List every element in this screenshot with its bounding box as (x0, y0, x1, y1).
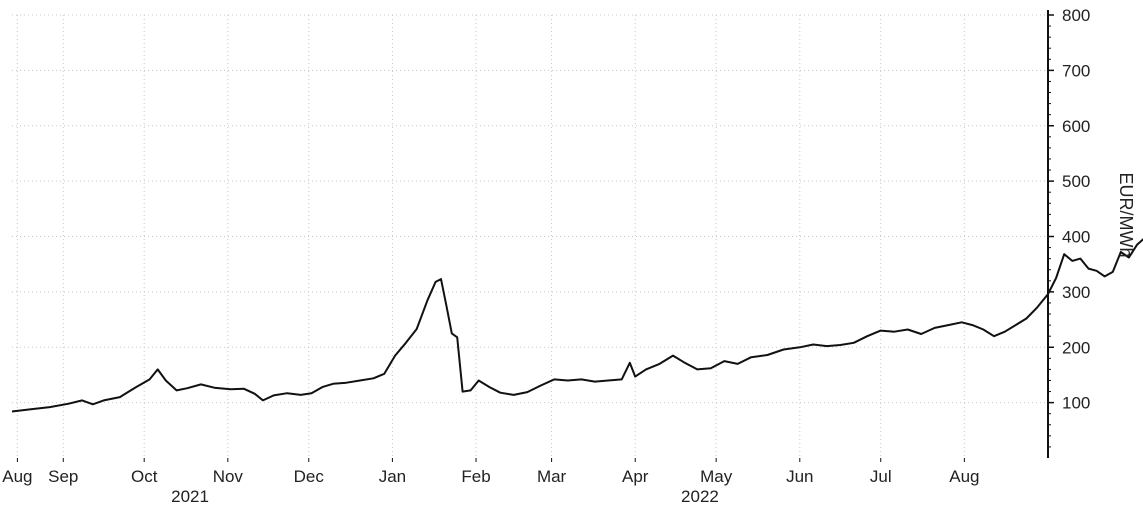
price-series-line (11, 238, 1143, 413)
x-tick-label: Jun (786, 467, 813, 486)
y-tick-label: 100 (1062, 394, 1090, 413)
y-tick-label: 600 (1062, 117, 1090, 136)
y-tick-label: 300 (1062, 283, 1090, 302)
x-tick-label: Feb (461, 467, 490, 486)
x-tick-label: Oct (131, 467, 158, 486)
x-tick-label: Apr (622, 467, 649, 486)
y-axis-title: EUR/MWh (1116, 173, 1136, 258)
x-tick-label: Jan (379, 467, 406, 486)
grid (12, 14, 1048, 458)
year-label: 2022 (681, 487, 719, 506)
y-tick-label: 400 (1062, 228, 1090, 247)
year-label: 2021 (171, 487, 209, 506)
x-tick-label: Mar (537, 467, 567, 486)
x-tick-label: Jul (870, 467, 892, 486)
x-tick-label: Nov (213, 467, 244, 486)
x-tick-label: Aug (2, 467, 32, 486)
x-axis-ticks: Aug Sep Oct Nov Dec Jan Feb Mar Apr May Jun Jul Aug 2… (2, 458, 979, 506)
x-tick-label: Aug (949, 467, 979, 486)
x-tick-label: Dec (294, 467, 325, 486)
x-tick-label: May (700, 467, 733, 486)
y-tick-label: 800 (1062, 6, 1090, 25)
y-tick-label: 500 (1062, 172, 1090, 191)
y-tick-label: 200 (1062, 338, 1090, 357)
y-tick-label: 700 (1062, 61, 1090, 80)
x-tick-label: Sep (48, 467, 78, 486)
y-axis-ticks: 100 200 300 400 500 600 700 800 (1048, 6, 1090, 448)
